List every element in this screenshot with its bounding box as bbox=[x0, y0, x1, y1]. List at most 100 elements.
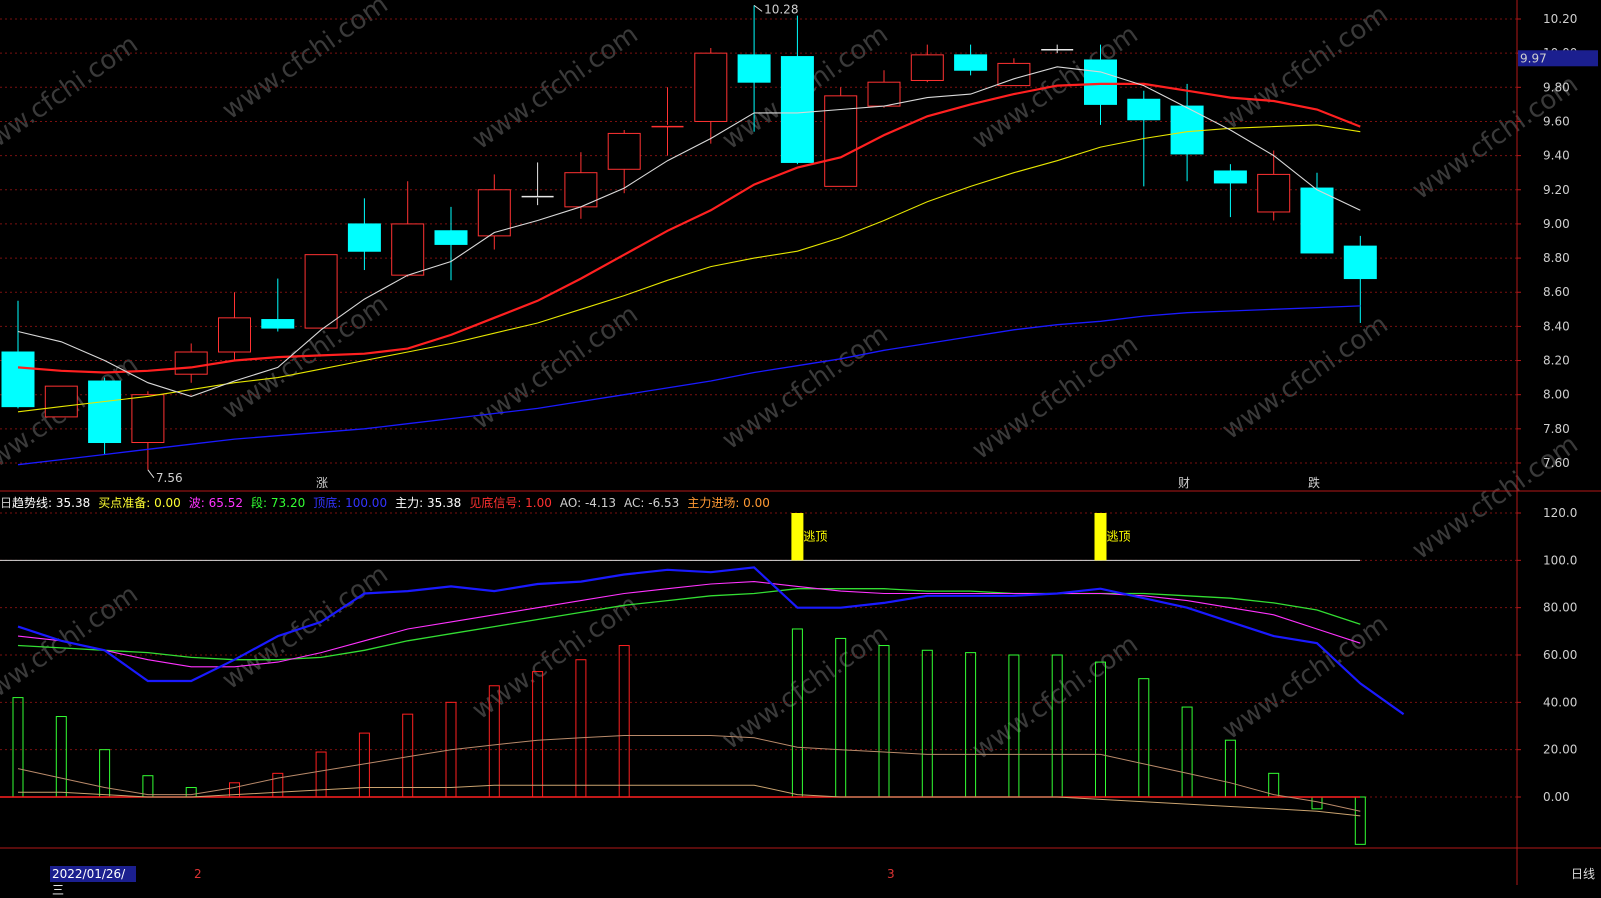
indicator-tick-label: 0.00 bbox=[1543, 790, 1570, 804]
price-tick-label: 8.40 bbox=[1543, 319, 1570, 333]
slow-line bbox=[17, 735, 1361, 812]
indicator-bar bbox=[921, 649, 933, 798]
candle-up bbox=[564, 172, 598, 208]
candle-up bbox=[174, 351, 208, 375]
signal-die: 跌 bbox=[1308, 475, 1320, 490]
fast-line bbox=[18, 784, 1361, 817]
indicator-legend: 日趋势线: 35.38 买点准备: 0.00 波: 65.52 段: 73.20 顶底:… bbox=[0, 495, 770, 510]
candle-up bbox=[607, 132, 641, 170]
current-price-box bbox=[1518, 50, 1598, 67]
low-price-label: 7.56 bbox=[156, 471, 183, 485]
watermark-text-9: www.cfchi.com bbox=[717, 319, 894, 455]
candle-up bbox=[910, 54, 944, 81]
segment-line bbox=[17, 588, 1361, 661]
candle-down bbox=[737, 54, 771, 83]
escape-top-marker bbox=[791, 513, 804, 561]
candlestick-series bbox=[1, 5, 1377, 470]
top-bottom-line bbox=[17, 566, 1405, 716]
watermark-text-8: www.cfchi.com bbox=[467, 299, 644, 435]
ma5-line bbox=[17, 66, 1361, 397]
price-tick-label: 10.20 bbox=[1543, 12, 1577, 26]
price-tick-label: 9.00 bbox=[1543, 217, 1570, 231]
candle-down bbox=[1084, 59, 1117, 105]
price-tick-label: 8.60 bbox=[1543, 285, 1570, 299]
legend-item-8: AC: -6.53 bbox=[624, 496, 679, 510]
indicator-bar bbox=[1138, 678, 1150, 798]
legend-item-4: 顶底: 100.00 bbox=[313, 495, 387, 510]
watermark-text-17: www.cfchi.com bbox=[1217, 609, 1394, 745]
candle-down bbox=[1343, 245, 1377, 280]
indicator-bar bbox=[1181, 706, 1193, 798]
indicator-series: 逃顶 逃顶 bbox=[0, 513, 1405, 845]
indicator-bar bbox=[12, 697, 24, 798]
candle-up bbox=[694, 52, 728, 122]
period-selector[interactable]: 日线 bbox=[1570, 867, 1595, 881]
price-tick-label: 8.80 bbox=[1543, 251, 1570, 265]
indicator-bar bbox=[402, 713, 414, 798]
candle-down bbox=[1127, 98, 1161, 121]
ma60-line bbox=[17, 305, 1361, 466]
escape-top-label: 逃顶 bbox=[803, 530, 827, 544]
price-y-axis: 10.2010.009.809.609.409.209.008.808.608.… bbox=[1517, 12, 1598, 470]
signal-cai: 财 bbox=[1178, 476, 1190, 490]
month-marker-3: 3 bbox=[887, 867, 895, 881]
indicator-bar bbox=[878, 645, 890, 798]
low-pointer bbox=[147, 469, 155, 479]
indicator-tick-label: 80.00 bbox=[1543, 601, 1577, 615]
indicator-bar bbox=[272, 772, 284, 798]
price-tick-label: 8.20 bbox=[1543, 354, 1570, 368]
legend-item-7: AO: -4.13 bbox=[560, 496, 616, 510]
indicator-tick-label: 40.00 bbox=[1543, 695, 1577, 709]
moving-average-lines bbox=[17, 66, 1361, 466]
candle-down bbox=[434, 230, 468, 245]
current-price-label: 9.97 bbox=[1520, 51, 1547, 65]
watermark-text-5: www.cfchi.com bbox=[1217, 0, 1394, 136]
legend-item-5: 主力: 35.38 bbox=[395, 496, 461, 510]
date-cursor-label: 2022/01/26/三 bbox=[50, 866, 136, 897]
legend-item-6: 见底信号: 1.00 bbox=[469, 495, 552, 510]
candle-up bbox=[44, 385, 78, 418]
indicator-tick-label: 100.0 bbox=[1543, 553, 1577, 567]
candle-down bbox=[1300, 187, 1334, 254]
candle-up bbox=[477, 189, 511, 237]
high-price-label: 10.28 bbox=[764, 2, 798, 16]
watermark-text-0: www.cfchi.com bbox=[0, 29, 144, 165]
indicator-grid bbox=[0, 512, 1517, 798]
indicator-tick-label: 20.00 bbox=[1543, 743, 1577, 757]
watermark-text-10: www.cfchi.com bbox=[967, 329, 1144, 465]
escape-top-label: 逃顶 bbox=[1107, 530, 1131, 544]
price-tick-label: 9.60 bbox=[1543, 114, 1570, 128]
watermark-text-14: www.cfchi.com bbox=[467, 589, 644, 725]
indicator-bar bbox=[1354, 796, 1366, 845]
indicator-bar bbox=[55, 716, 67, 798]
legend-prefix: 日 bbox=[0, 496, 12, 510]
signal-zhang: 涨 bbox=[316, 475, 328, 490]
candle-up bbox=[1257, 173, 1291, 213]
candle-down bbox=[780, 56, 814, 163]
candle-down bbox=[1, 351, 35, 408]
candle-up bbox=[391, 223, 425, 276]
watermark-text-15: www.cfchi.com bbox=[717, 619, 894, 755]
legend-item-0: 趋势线: 35.38 bbox=[12, 496, 90, 510]
price-tick-label: 8.00 bbox=[1543, 388, 1570, 402]
candle-down bbox=[261, 319, 295, 329]
legend-item-2: 波: 65.52 bbox=[189, 496, 243, 510]
legend-item-9: 主力进场: 0.00 bbox=[687, 496, 770, 510]
watermark-text-11: www.cfchi.com bbox=[1217, 309, 1394, 445]
price-tick-label: 7.60 bbox=[1543, 456, 1570, 470]
candle-up bbox=[131, 394, 165, 444]
high-pointer bbox=[753, 4, 763, 12]
candle-up bbox=[824, 95, 858, 187]
escape-top-marker bbox=[1094, 513, 1107, 561]
indicator-bar bbox=[1224, 739, 1236, 798]
price-annotations: 10.28 7.56 涨 财 跌 bbox=[147, 2, 1320, 490]
price-tick-label: 9.20 bbox=[1543, 183, 1570, 197]
wave-line bbox=[17, 581, 1361, 668]
candle-up bbox=[304, 254, 338, 329]
indicator-tick-label: 120.0 bbox=[1543, 506, 1577, 520]
candle-down bbox=[347, 223, 381, 252]
legend-item-1: 买点准备: 0.00 bbox=[98, 496, 181, 510]
candle-down bbox=[1213, 170, 1247, 184]
